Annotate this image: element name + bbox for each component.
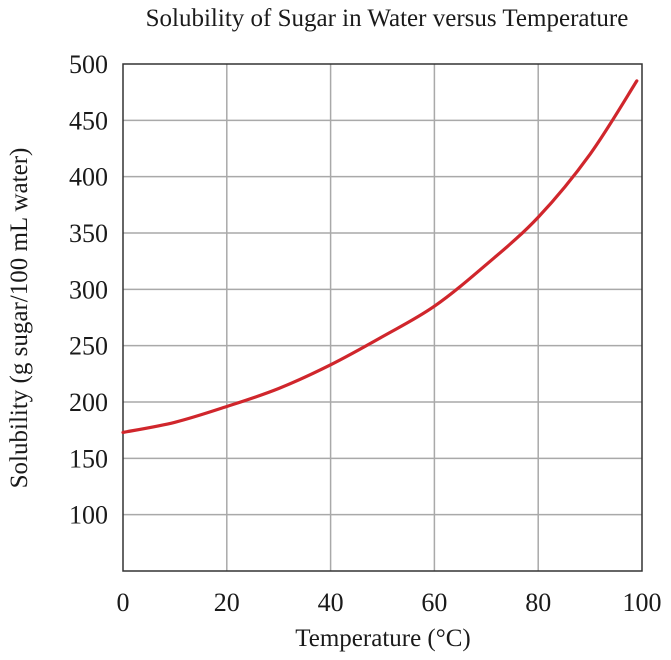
y-tick-label: 300 [69, 275, 108, 304]
x-tick-label: 0 [117, 588, 130, 617]
x-tick-label: 60 [421, 588, 447, 617]
y-tick-label: 400 [69, 163, 108, 192]
y-tick-label: 150 [69, 444, 108, 473]
x-tick-label: 100 [623, 588, 662, 617]
series-layer [121, 79, 639, 435]
y-tick-labels: 100 150 200 250 300 350 400 450 500 [69, 50, 108, 530]
y-gridlines [123, 119, 642, 516]
y-tick-label: 500 [69, 50, 108, 79]
y-tick-label: 450 [69, 106, 108, 135]
y-axis-label: Solubility (g sugar/100 mL water) [6, 148, 33, 489]
plot-frame [122, 63, 643, 572]
series-line [121, 79, 639, 435]
x-tick-labels: 0 20 40 60 80 100 [117, 588, 662, 617]
x-axis-label: Temperature (°C) [295, 625, 471, 652]
y-tick-label: 100 [69, 501, 108, 530]
x-tick-label: 20 [214, 588, 240, 617]
y-tick-label: 250 [69, 332, 108, 361]
x-gridlines [226, 64, 539, 571]
y-tick-label: 350 [69, 219, 108, 248]
x-tick-label: 40 [318, 588, 344, 617]
chart-title: Solubility of Sugar in Water versus Temp… [146, 5, 629, 32]
x-tick-label: 80 [525, 588, 551, 617]
y-tick-label: 200 [69, 388, 108, 417]
